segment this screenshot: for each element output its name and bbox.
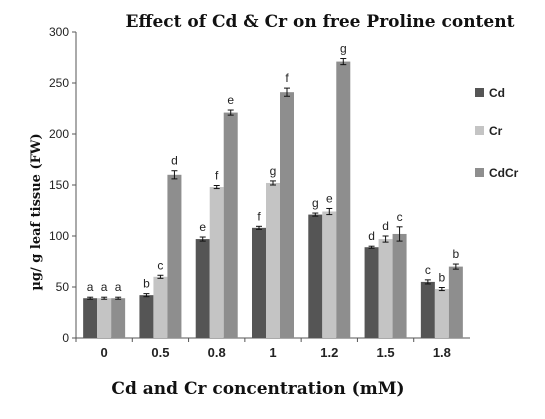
significance-label: b [453, 247, 460, 261]
y-axis-label: µg/ g leaf tissue (FW) [29, 133, 44, 290]
bar-cd-0 [83, 298, 98, 338]
bar-cdcr-0.5 [167, 174, 182, 338]
bar-cdcr-0 [111, 298, 126, 338]
bar-cd-1.5 [364, 247, 379, 338]
x-tick-label: 1.5 [377, 345, 395, 360]
bar-cdcr-1 [280, 92, 294, 339]
x-tick-label: 1 [269, 345, 276, 360]
x-tick-label: 0.8 [208, 345, 226, 360]
y-tick-label: 0 [62, 331, 69, 345]
x-tick-label: 0.5 [151, 345, 169, 360]
legend-label-cd: Cd [489, 86, 505, 100]
legend-label-cdcr: CdCr [489, 166, 519, 180]
y-tick-label: 250 [49, 76, 69, 90]
significance-label: d [382, 219, 389, 233]
x-axis-label: Cd and Cr concentration (mM) [111, 379, 404, 399]
significance-label: c [425, 263, 431, 277]
bar-cr-1.8 [434, 289, 449, 338]
significance-label: e [326, 191, 333, 205]
y-tick-label: 300 [49, 25, 69, 39]
significance-label: d [368, 229, 375, 243]
significance-label: b [143, 277, 150, 291]
bar-cd-1 [252, 227, 266, 338]
bar-cdcr-0.8 [223, 112, 238, 338]
significance-label: d [171, 154, 178, 168]
bar-cd-1.2 [308, 214, 323, 338]
significance-label: f [215, 169, 219, 183]
legend-swatch-cr [475, 126, 484, 135]
bar-cr-1.5 [378, 239, 393, 338]
significance-label: e [199, 220, 206, 234]
y-tick-label: 100 [49, 229, 69, 243]
significance-label: c [157, 258, 163, 272]
x-tick-label: 0 [101, 345, 108, 360]
bar-cr-0.8 [209, 187, 224, 338]
y-tick-label: 200 [49, 127, 69, 141]
significance-label: b [439, 271, 446, 285]
bar-cr-0 [97, 298, 112, 338]
significance-label: f [257, 209, 261, 223]
legend-swatch-cdcr [475, 168, 484, 177]
significance-label: e [227, 93, 234, 107]
significance-label: g [312, 196, 319, 210]
bar-cr-0.5 [153, 276, 168, 338]
significance-label: a [115, 280, 122, 294]
significance-label: g [340, 42, 347, 56]
y-ticks: 0 50 100 150 200 250 300 [49, 25, 76, 345]
y-tick-label: 150 [49, 178, 69, 192]
bar-cd-1.8 [420, 281, 435, 338]
bar-cd-0.5 [139, 295, 154, 338]
x-tick-label: 1.2 [320, 345, 338, 360]
x-ticks: 0 0.5 0.8 1 1.2 1.5 1.8 [75, 338, 451, 360]
y-tick-label: 50 [56, 280, 70, 294]
bar-cdcr-1.5 [392, 233, 407, 338]
chart-title: Effect of Cd & Cr on free Proline conten… [126, 12, 515, 32]
bar-cr-1 [266, 182, 280, 338]
bar-cd-0.8 [195, 239, 210, 338]
significance-label: a [101, 280, 108, 294]
legend-label-cr: Cr [489, 124, 503, 138]
x-tick-label: 1.8 [433, 345, 451, 360]
bar-cr-1.2 [322, 211, 337, 338]
legend-swatch-cd [475, 88, 484, 97]
significance-label: f [285, 71, 289, 85]
significance-label: a [87, 280, 94, 294]
bar-cdcr-1.8 [448, 266, 463, 338]
bar-cdcr-1.2 [336, 61, 351, 339]
significance-label: g [270, 164, 277, 178]
significance-label: c [397, 210, 403, 224]
